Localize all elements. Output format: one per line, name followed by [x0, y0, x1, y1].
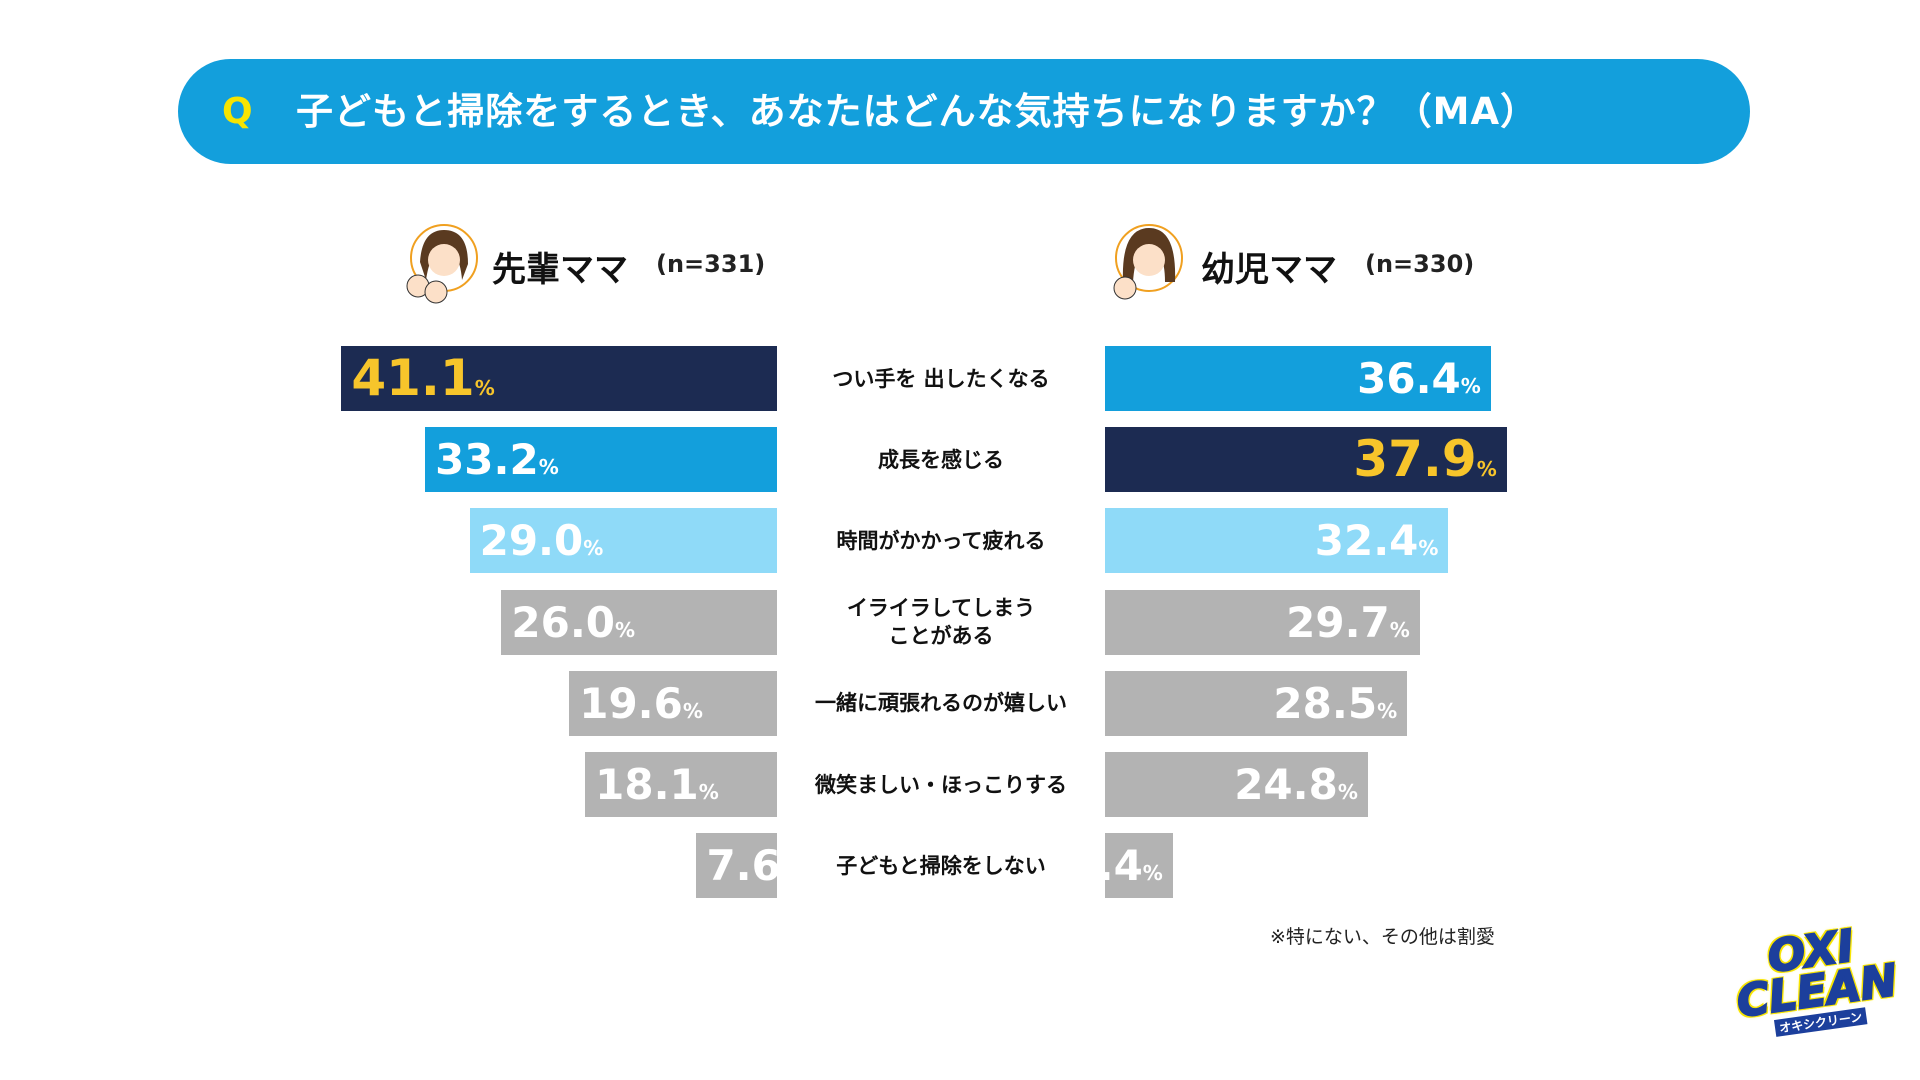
logo: OXI CLEAN オキシクリーン: [1729, 920, 1901, 1041]
bar: [1105, 427, 1507, 493]
value-number: 28.5: [1273, 678, 1378, 728]
category-label: 子どもと掃除をしない: [836, 853, 1046, 878]
value-number: 29.0: [479, 516, 584, 566]
footnote: ※特にない、その他は割愛: [1270, 926, 1495, 948]
value-number: 18.1: [595, 760, 699, 809]
bar: [341, 346, 777, 411]
value-unit: %: [1389, 617, 1410, 642]
series-n: (n=330): [1365, 250, 1475, 278]
series-name: 先輩ママ: [492, 250, 628, 290]
value-number: 37.9: [1353, 430, 1477, 489]
value-label: 29.7%: [1286, 590, 1410, 655]
value-unit: %: [682, 698, 703, 723]
value-number: 32.4: [1314, 516, 1419, 566]
value-label: 26.0%: [511, 590, 635, 655]
bar: [569, 670, 777, 736]
value-unit: %: [583, 536, 604, 561]
bar: [1105, 346, 1491, 411]
bar: [585, 752, 777, 817]
category-label: 微笑ましい・ほっこりする: [815, 772, 1067, 797]
bar: [696, 833, 777, 899]
value-label: 28.5%: [1273, 671, 1397, 736]
value-unit: %: [1337, 780, 1358, 804]
category-label: 一緒に頑張れるのが嬉しい: [815, 691, 1067, 716]
bar: [1105, 752, 1368, 817]
value-number: 29.7: [1286, 597, 1390, 647]
bar: [425, 427, 777, 493]
avatar: [406, 224, 478, 304]
value-number: 41.1: [351, 349, 475, 407]
value-unit: %: [1476, 457, 1497, 482]
question-marker: Q: [222, 91, 253, 132]
question-text: 子どもと掃除をするとき、あなたはどんな気持ちになりますか？（MA）: [296, 90, 1539, 133]
value-number: 26.0: [511, 597, 616, 647]
value-label: 37.9%: [1353, 427, 1496, 492]
bar: [501, 589, 777, 655]
value-unit: %: [780, 861, 801, 886]
value-number: 7.6: [706, 841, 781, 891]
value-unit: %: [1142, 861, 1163, 886]
category-label: 時間がかかって疲れる: [836, 528, 1046, 553]
value-label: 6.4%: [1068, 833, 1162, 898]
value-unit: %: [1460, 374, 1481, 398]
value-label: 19.6%: [579, 671, 703, 736]
question-banner: [178, 59, 1750, 164]
bar: [1105, 833, 1173, 899]
value-label: 29.0%: [480, 508, 604, 573]
value-label: 32.4%: [1315, 508, 1439, 573]
value-label: 24.8%: [1234, 752, 1358, 817]
value-unit: %: [698, 780, 719, 804]
value-unit: %: [474, 376, 495, 400]
series-n: (n=331): [656, 250, 766, 278]
avatar: [1113, 224, 1183, 300]
bar: [1105, 508, 1449, 574]
bar: [469, 508, 777, 574]
value-label: 36.4%: [1357, 346, 1481, 411]
category-label: イライラしてしまう ことがある: [846, 596, 1036, 649]
bar: [1105, 589, 1420, 655]
category-label: 成長を感じる: [878, 447, 1004, 472]
bar: [1105, 670, 1408, 736]
series-name: 幼児ママ: [1201, 250, 1337, 290]
value-unit: %: [1377, 698, 1398, 723]
value-label: 7.6%: [706, 833, 800, 898]
value-label: 41.1%: [351, 346, 494, 411]
value-number: 24.8: [1234, 760, 1338, 809]
category-label: つい手を 出したくなる: [832, 366, 1050, 391]
value-number: 6.4: [1068, 841, 1143, 891]
value-unit: %: [1418, 536, 1439, 561]
value-number: 36.4: [1357, 354, 1461, 403]
value-unit: %: [615, 617, 636, 642]
value-unit: %: [538, 455, 559, 480]
value-label: 33.2%: [435, 427, 559, 492]
value-number: 33.2: [435, 435, 539, 485]
value-label: 18.1%: [595, 752, 719, 817]
value-number: 19.6: [579, 678, 683, 728]
